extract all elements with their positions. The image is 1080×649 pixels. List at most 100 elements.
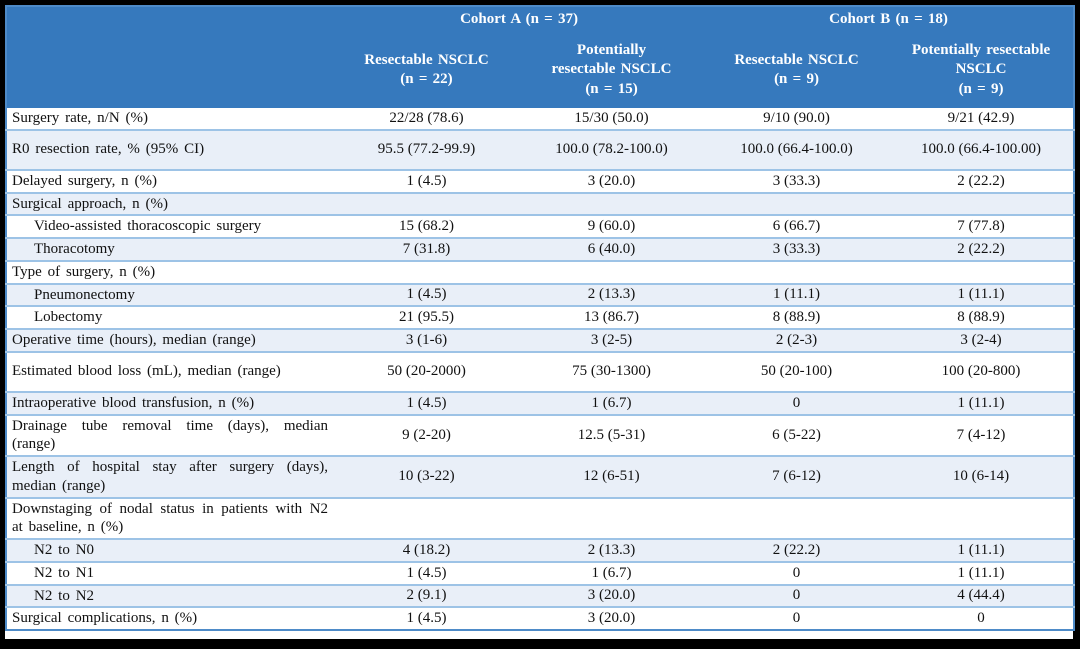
- row-label: Length of hospital stay after surgery (d…: [6, 456, 334, 499]
- table-row: Delayed surgery, n (%) 1 (4.5) 3 (20.0) 3 (…: [6, 169, 1075, 194]
- cell-value: 2 (2-3): [704, 329, 890, 353]
- cell-value: 0: [792, 610, 801, 627]
- cell-value: 0: [704, 391, 890, 416]
- row-label: Estimated blood loss (mL), median (range…: [6, 351, 334, 393]
- row-label: Thoracotomy: [6, 238, 334, 262]
- cell-value: 3 (20.0): [519, 584, 705, 609]
- cell-value: 7 (77.8): [889, 215, 1075, 239]
- table-row: Lobectomy 21 (95.5) 13 (86.7) 8 (88.9) 8 (88…: [6, 306, 1075, 330]
- subgroup-header-resectable-a: Resectable NSCLC (n = 22): [334, 32, 519, 108]
- cell-value: 1 (4.5): [334, 169, 519, 194]
- cell-value: 100.0 (66.4-100.0): [704, 129, 890, 171]
- cell-value: [889, 260, 1075, 285]
- subgroup-header-line: resectable NSCLC: [551, 61, 672, 78]
- subgroup-header-potentially-resectable-b: Potentially resectable NSCLC (n = 9): [889, 32, 1075, 108]
- row-label: R0 resection rate, % (95% CI): [6, 129, 334, 171]
- cell-value: 1 (11.1): [889, 283, 1075, 308]
- cell-value: 1 (6.7): [519, 561, 705, 586]
- cell-value: [704, 192, 890, 217]
- cell-value: 7 (4-12): [889, 414, 1075, 457]
- cell-value: [704, 260, 890, 285]
- cell-value: [889, 497, 1075, 540]
- cell-value: 1 (11.1): [889, 539, 1075, 563]
- cell-value: 2 (9.1): [334, 584, 519, 609]
- subgroup-header-line: (n = 15): [585, 80, 638, 97]
- row-label: Type of surgery, n (%): [6, 260, 334, 285]
- cell-value: 3 (2-4): [889, 329, 1075, 353]
- row-label: Intraoperative blood transfusion, n (%): [6, 391, 334, 416]
- cell-value: 6 (5-22): [704, 414, 890, 457]
- cell-value: 21 (95.5): [334, 306, 519, 330]
- cell-value: 1 (11.1): [889, 561, 1075, 586]
- cell-value: 0: [704, 584, 890, 609]
- cell-value: 3 (33.3): [704, 169, 890, 194]
- cell-value: 100.0 (78.2-100.0): [519, 129, 705, 171]
- cell-value: 4 (18.2): [334, 539, 519, 563]
- subgroup-header-line: Resectable NSCLC: [734, 51, 859, 68]
- cell-value: 6 (66.7): [704, 215, 890, 239]
- cell-value: 75 (30-1300): [519, 351, 705, 393]
- table-row: R0 resection rate, % (95% CI) 95.5 (77.2-…: [6, 129, 1075, 171]
- cell-value: 2 (13.3): [519, 283, 705, 308]
- subgroup-header-line: Resectable NSCLC: [364, 51, 489, 68]
- table-row: Length of hospital stay after surgery (d…: [6, 456, 1075, 499]
- cell-value: 50 (20-100): [704, 351, 890, 393]
- table-frame: Cohort A (n = 37) Cohort B (n = 18) Rese…: [5, 5, 1076, 639]
- cell-value: 100 (20-800): [889, 351, 1075, 393]
- cell-value: 0: [977, 610, 985, 627]
- cell-value: 12 (6-51): [519, 456, 705, 499]
- cell-value: 100.0 (66.4-100.00): [889, 129, 1075, 171]
- row-label: Operative time (hours), median (range): [6, 329, 334, 353]
- cell-value: 8 (88.9): [704, 306, 890, 330]
- subgroup-header-potentially-resectable-a: Potentially resectable NSCLC (n = 15): [519, 32, 705, 108]
- table-row: Surgery rate, n/N (%) 22/28 (78.6) 15/30 (…: [6, 108, 1075, 131]
- table-row: Pneumonectomy 1 (4.5) 2 (13.3) 1 (11.1) 1 (1…: [6, 283, 1075, 308]
- cell-value: 0: [704, 561, 890, 586]
- subgroup-header-resectable-b: Resectable NSCLC (n = 9): [704, 32, 890, 108]
- cell-value: 2 (22.2): [704, 539, 890, 563]
- table-body: Surgery rate, n/N (%) 22/28 (78.6) 15/30 (…: [6, 108, 1075, 630]
- table-row: Type of surgery, n (%): [6, 260, 1075, 285]
- row-label: Delayed surgery, n (%): [6, 169, 334, 194]
- row-label: Drainage tube removal time (days), media…: [6, 414, 334, 457]
- cell-value: [334, 260, 519, 285]
- table-row: Surgical approach, n (%): [6, 192, 1075, 217]
- cell-value: [889, 192, 1075, 217]
- table-row: Thoracotomy 7 (31.8) 6 (40.0) 3 (33.3) 2 (22…: [6, 238, 1075, 262]
- cell-value: 1 (4.5): [334, 561, 519, 586]
- cohort-header-row: Cohort A (n = 37) Cohort B (n = 18): [6, 6, 1075, 32]
- cell-value: 15/30 (50.0): [519, 108, 705, 131]
- row-label: N2 to N0: [6, 539, 334, 563]
- table-row: Downstaging of nodal status in patients …: [6, 497, 1075, 540]
- cell-value: 6 (40.0): [519, 238, 705, 262]
- cell-value: 3 (33.3): [704, 238, 890, 262]
- subgroup-header-row: Resectable NSCLC (n = 22) Potentially re…: [6, 32, 1075, 108]
- cell-value: 1 (11.1): [889, 391, 1075, 416]
- table-row: Surgical complications, n (%) 1 (4.5) 3 (2…: [6, 607, 1074, 630]
- cell-value: 1 (4.5): [334, 283, 519, 308]
- cell-value: [334, 192, 519, 217]
- cell-value: [334, 497, 519, 540]
- row-label: N2 to N2: [6, 584, 334, 609]
- cell-value: 2 (13.3): [519, 539, 705, 563]
- cell-value: 22/28 (78.6): [334, 108, 519, 131]
- row-label: N2 to N1: [6, 561, 334, 586]
- cell-value: 9 (2-20): [334, 414, 519, 457]
- subgroup-header-line: (n = 9): [958, 80, 1004, 97]
- surgical-outcomes-table: Cohort A (n = 37) Cohort B (n = 18) Rese…: [5, 5, 1076, 631]
- table-row: Video-assisted thoracoscopic surgery 15 (…: [6, 215, 1075, 239]
- cell-value: [519, 192, 705, 217]
- cell-value: 9 (60.0): [519, 215, 705, 239]
- cohort-a-header: Cohort A (n = 37): [334, 6, 705, 32]
- cell-value: 15 (68.2): [334, 215, 519, 239]
- table-row: N2 to N1 1 (4.5) 1 (6.7) 0 1 (11.1): [6, 561, 1075, 586]
- row-label: Video-assisted thoracoscopic surgery: [6, 215, 334, 239]
- cell-value: 10 (3-22): [334, 456, 519, 499]
- table-row: N2 to N2 2 (9.1) 3 (20.0) 0 4 (44.4): [6, 584, 1075, 609]
- table-row: N2 to N0 4 (18.2) 2 (13.3) 2 (22.2) 1 (11.1): [6, 539, 1075, 563]
- subgroup-header-line: Potentially resectable: [911, 41, 1051, 58]
- row-label: Surgery rate, n/N (%): [6, 108, 334, 131]
- cell-value: 3 (1-6): [334, 329, 519, 353]
- subgroup-header-line: Potentially: [576, 41, 647, 58]
- cell-value: 95.5 (77.2-99.9): [334, 129, 519, 171]
